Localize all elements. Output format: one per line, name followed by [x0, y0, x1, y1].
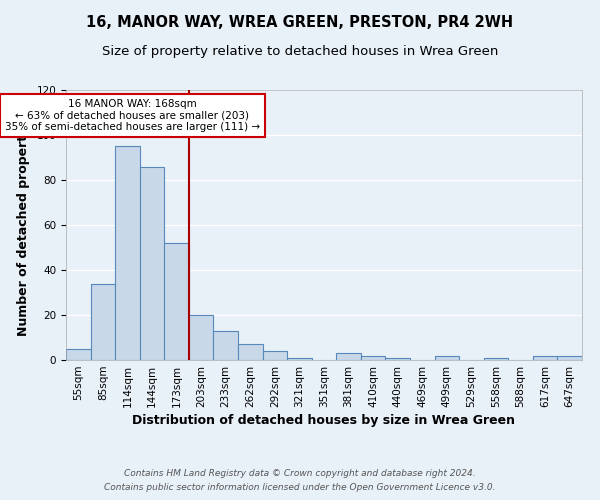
Bar	[336, 353, 361, 360]
Text: Contains HM Land Registry data © Crown copyright and database right 2024.: Contains HM Land Registry data © Crown c…	[124, 468, 476, 477]
Bar	[214, 331, 238, 360]
Bar	[238, 344, 263, 360]
Text: 16 MANOR WAY: 168sqm
← 63% of detached houses are smaller (203)
35% of semi-deta: 16 MANOR WAY: 168sqm ← 63% of detached h…	[5, 99, 260, 132]
Text: Contains public sector information licensed under the Open Government Licence v3: Contains public sector information licen…	[104, 484, 496, 492]
Text: 16, MANOR WAY, WREA GREEN, PRESTON, PR4 2WH: 16, MANOR WAY, WREA GREEN, PRESTON, PR4 …	[86, 15, 514, 30]
Bar	[385, 358, 410, 360]
Bar	[91, 284, 115, 360]
Bar	[533, 356, 557, 360]
Bar	[287, 358, 312, 360]
Bar	[557, 356, 582, 360]
Bar	[66, 349, 91, 360]
Text: Size of property relative to detached houses in Wrea Green: Size of property relative to detached ho…	[102, 45, 498, 58]
Y-axis label: Number of detached properties: Number of detached properties	[17, 114, 29, 336]
Bar	[164, 243, 189, 360]
Bar	[484, 358, 508, 360]
Bar	[140, 166, 164, 360]
Bar	[115, 146, 140, 360]
Bar	[189, 315, 214, 360]
X-axis label: Distribution of detached houses by size in Wrea Green: Distribution of detached houses by size …	[133, 414, 515, 427]
Bar	[434, 356, 459, 360]
Bar	[361, 356, 385, 360]
Bar	[263, 351, 287, 360]
